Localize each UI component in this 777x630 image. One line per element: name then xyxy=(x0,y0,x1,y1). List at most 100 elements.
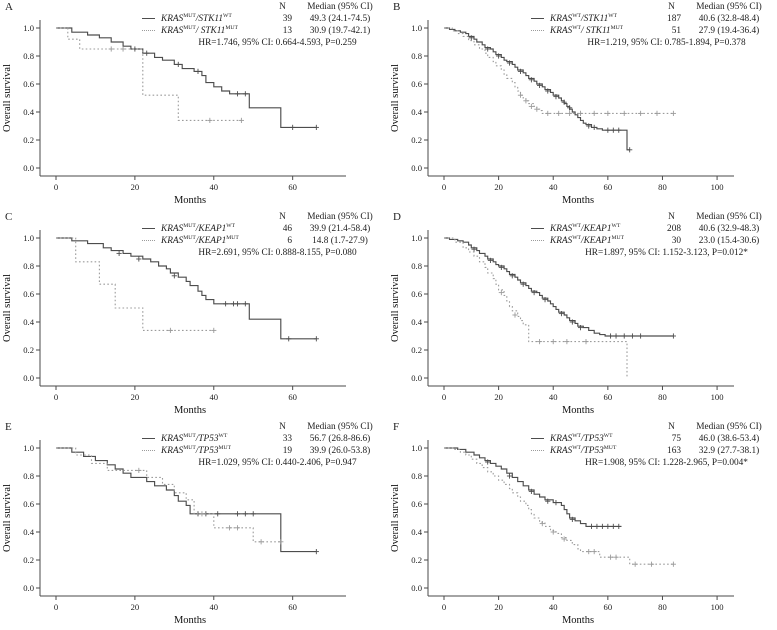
panel-letter-d: D xyxy=(393,211,401,223)
y-tick-label: 0.4 xyxy=(411,317,422,327)
x-tick-label: 60 xyxy=(604,182,613,192)
legend-median-value: 49.3 (24.1-74.5) xyxy=(309,14,371,25)
gene-name: /KEAP1 xyxy=(581,236,612,247)
legend-e: N Median (95% CI) KRASMUT/TP53WT 33 56.7… xyxy=(142,421,385,470)
legend-median-value: 56.7 (26.8-86.6) xyxy=(309,434,371,445)
gene-name: /KEAP1 xyxy=(581,224,612,235)
x-tick-label: 20 xyxy=(131,182,140,192)
x-tick-label: 0 xyxy=(54,182,58,192)
gene-superscript: WT xyxy=(603,433,613,440)
gene-superscript: MUT xyxy=(610,25,624,32)
y-tick-label: 0.4 xyxy=(23,527,34,537)
legend-header-median: Median (95% CI) xyxy=(696,2,762,12)
gene-superscript: WT xyxy=(572,445,582,452)
y-axis-title: Overall survival xyxy=(2,64,13,132)
km-panel-a: A 0.0 0.2 0.4 0.6 0.8 1.0 0 20 40 60 Months Overall… xyxy=(0,0,388,210)
legend-series-name: KRASWT/TP53WT xyxy=(550,433,659,445)
legend-median-value: 30.9 (19.7-42.1) xyxy=(309,26,371,37)
x-tick-label: 40 xyxy=(209,392,218,402)
legend-stats: HR=1.029, 95% CI: 0.440-2.406, P=0.947 xyxy=(198,458,357,469)
legend-c: N Median (95% CI) KRASMUT/KEAP1WT 46 39.… xyxy=(142,211,385,260)
solid-line-sample xyxy=(531,13,550,25)
x-tick-label: 40 xyxy=(209,182,218,192)
km-curve-dashed xyxy=(56,237,214,331)
solid-line-sample xyxy=(531,223,550,235)
gene-superscript: WT xyxy=(223,13,232,20)
gene-name: KRAS xyxy=(161,446,184,457)
legend-stats: HR=2.691, 95% CI: 0.888-8.155, P=0.080 xyxy=(198,248,357,259)
y-tick-label: 0.2 xyxy=(411,555,422,565)
dashed-line-sample xyxy=(531,235,550,247)
legend-median-value: 40.6 (32.8-48.4) xyxy=(698,14,760,25)
y-axis-title: Overall survival xyxy=(2,274,13,342)
y-tick-label: 1.0 xyxy=(23,23,34,33)
legend-f: N Median (95% CI) KRASWT/TP53WT 75 46.0 … xyxy=(531,421,774,470)
gene-superscript: WT xyxy=(608,13,618,20)
solid-line-sample xyxy=(142,13,161,25)
legend-median-value: 23.0 (15.4-30.6) xyxy=(698,236,760,247)
gene-name: KRAS xyxy=(161,26,184,37)
y-tick-label: 0.0 xyxy=(411,373,422,383)
solid-line-sample xyxy=(142,223,161,235)
gene-superscript: WT xyxy=(218,433,228,440)
panel-letter-f: F xyxy=(393,421,400,433)
km-plot-a: 0.0 0.2 0.4 0.6 0.8 1.0 0 20 40 60 Months Overall s… xyxy=(2,20,346,206)
y-tick-label: 0.6 xyxy=(23,289,34,299)
x-tick-label: 40 xyxy=(549,392,558,402)
legend-stats: HR=1.908, 95% CI: 1.228-2.965, P=0.004* xyxy=(585,458,748,469)
legend-header-median: Median (95% CI) xyxy=(307,422,373,432)
gene-superscript: MUT xyxy=(183,25,196,32)
legend-n-value: 39 xyxy=(282,14,292,25)
legend-series-name: KRASMUT/KEAP1MUT xyxy=(161,235,270,247)
legend-series-name: KRASWT/ STK11MUT xyxy=(550,25,659,37)
km-curve-dashed xyxy=(444,27,674,114)
km-plot-c: 0.0 0.2 0.4 0.6 0.8 1.0 0 20 40 60 Months Overall s… xyxy=(2,230,346,416)
gene-superscript: MUT xyxy=(183,235,196,242)
x-tick-label: 20 xyxy=(131,602,140,612)
gene-name: /KEAP1 xyxy=(195,224,227,235)
x-tick-label: 0 xyxy=(442,392,446,402)
legend-n-value: 19 xyxy=(282,446,292,457)
gene-superscript: MUT xyxy=(611,235,625,242)
y-tick-label: 1.0 xyxy=(411,443,422,453)
legend-d: N Median (95% CI) KRASWT/KEAP1WT 208 40.… xyxy=(531,211,774,260)
gene-name: / STK11 xyxy=(195,26,226,37)
y-tick-label: 0.4 xyxy=(411,527,422,537)
x-tick-label: 0 xyxy=(54,602,58,612)
dashed-line-sample xyxy=(531,445,550,457)
x-tick-label: 100 xyxy=(711,392,724,402)
km-panel-c: C 0.0 0.2 0.4 0.6 0.8 1.0 0 20 40 60 Months Overall… xyxy=(0,210,388,420)
gene-name: KRAS xyxy=(550,26,573,37)
km-panel-f: F 0.0 0.2 0.4 0.6 0.8 1.0 0 20 40 60 80 100 Months Ov… xyxy=(388,420,777,630)
x-tick-label: 80 xyxy=(658,602,667,612)
panel-letter-a: A xyxy=(5,1,13,13)
x-tick-label: 0 xyxy=(442,602,446,612)
gene-name: /TP53 xyxy=(195,446,219,457)
legend-series-name: KRASWT/KEAP1MUT xyxy=(550,235,659,247)
x-tick-label: 0 xyxy=(54,392,58,402)
y-axis-title: Overall survival xyxy=(390,274,401,342)
km-curve-solid xyxy=(444,447,622,527)
y-axis-title: Overall survival xyxy=(2,484,13,552)
legend-header-n: N xyxy=(668,422,675,432)
gene-superscript: WT xyxy=(611,223,621,230)
legend-header-median: Median (95% CI) xyxy=(696,422,762,432)
legend-series-name: KRASWT/STK11WT xyxy=(550,13,659,25)
y-tick-label: 0.4 xyxy=(23,107,34,117)
panel-letter-c: C xyxy=(5,211,13,223)
legend-series-name: KRASWT/KEAP1WT xyxy=(550,223,659,235)
y-tick-label: 0.6 xyxy=(411,79,422,89)
y-tick-label: 0.8 xyxy=(411,471,422,481)
y-axis-title: Overall survival xyxy=(390,484,401,552)
y-axis-title: Overall survival xyxy=(390,64,401,132)
km-plot-e: 0.0 0.2 0.4 0.6 0.8 1.0 0 20 40 60 Months Overall s… xyxy=(2,440,346,626)
legend-median-value: 39.9 (21.4-58.4) xyxy=(309,224,371,235)
legend-n-value: 51 xyxy=(671,26,681,37)
legend-stats: HR=1.219, 95% CI: 0.785-1.894, P=0.378 xyxy=(587,38,746,49)
solid-line-sample xyxy=(142,433,161,445)
km-curve-solid xyxy=(56,27,317,128)
y-tick-label: 0.0 xyxy=(23,583,34,593)
y-tick-label: 0.6 xyxy=(411,289,422,299)
x-axis-title: Months xyxy=(562,615,594,626)
gene-name: KRAS xyxy=(550,224,573,235)
